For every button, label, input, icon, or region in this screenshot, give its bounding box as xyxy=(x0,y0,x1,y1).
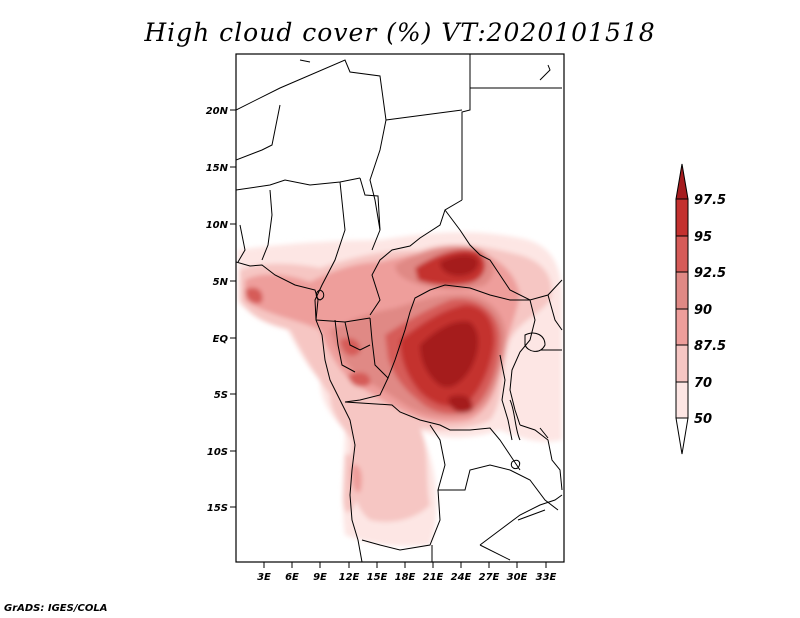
lon-tick-label: 24E xyxy=(451,572,472,583)
lon-tick-label: 18E xyxy=(395,572,416,583)
colorbar-top-arrow xyxy=(675,163,689,200)
lat-tick-label: 10S xyxy=(207,447,228,458)
lat-tick-label: 5N xyxy=(213,277,229,288)
map-frame xyxy=(235,53,565,563)
country-borders xyxy=(236,54,563,562)
lon-tick-label: 9E xyxy=(313,572,327,583)
colorbar-label: 95 xyxy=(694,230,712,245)
colorbar-bottom-arrow xyxy=(675,417,689,455)
colorbar-label: 97.5 xyxy=(694,193,726,208)
colorbar-segment xyxy=(675,381,689,419)
lat-tick-label: 15N xyxy=(206,163,229,174)
colorbar-label: 92.5 xyxy=(694,266,726,281)
colorbar-label: 87.5 xyxy=(694,339,726,354)
colorbar-segment xyxy=(675,271,689,310)
colorbar-segment xyxy=(675,198,689,237)
colorbar-label: 90 xyxy=(694,303,712,318)
latitude-axis: 20N 15N 10N 5N EQ 5S 10S 15S xyxy=(206,106,236,514)
lon-tick-label: 3E xyxy=(257,572,271,583)
grads-credit: GrADS: IGES/COLA xyxy=(4,603,108,614)
lon-tick-label: 33E xyxy=(536,572,557,583)
lon-tick-label: 30E xyxy=(507,572,528,583)
colorbar-segment xyxy=(675,344,689,383)
longitude-axis: 3E 6E 9E 12E 15E 18E 21E 24E 27E 30E 33E xyxy=(257,562,557,583)
lon-tick-label: 12E xyxy=(339,572,360,583)
lat-tick-label: 15S xyxy=(207,503,228,514)
lat-tick-label: 5S xyxy=(214,390,228,401)
lat-tick-label: 20N xyxy=(206,106,229,117)
colorbar-segment xyxy=(675,308,689,346)
lat-tick-label: EQ xyxy=(213,334,229,345)
lat-tick-label: 10N xyxy=(206,220,229,231)
lon-tick-label: 27E xyxy=(479,572,500,583)
colorbar-segment xyxy=(675,235,689,273)
cloud-cover-field xyxy=(238,232,562,547)
colorbar-label: 50 xyxy=(694,412,712,427)
map-title: High cloud cover (%) VT:2020101518 xyxy=(143,18,655,47)
colorbar-label: 70 xyxy=(694,376,712,391)
lon-tick-label: 6E xyxy=(285,572,299,583)
lon-tick-label: 21E xyxy=(423,572,444,583)
colorbar: 97.5 95 92.5 90 87.5 70 50 xyxy=(675,163,726,455)
lon-tick-label: 15E xyxy=(367,572,388,583)
